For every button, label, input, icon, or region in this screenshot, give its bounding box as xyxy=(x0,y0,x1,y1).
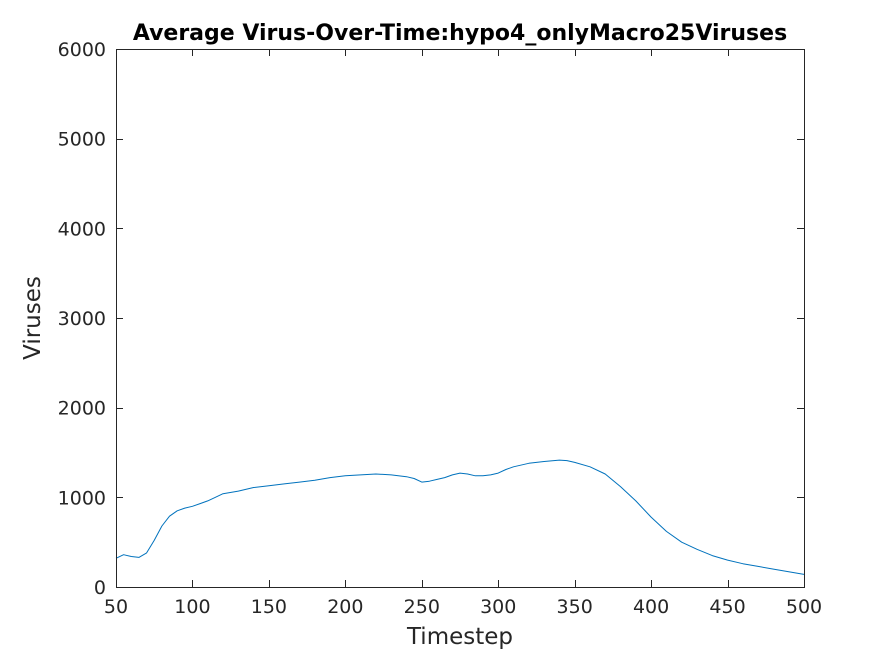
y-axis-label: Viruses xyxy=(20,276,46,360)
ticks-layer: 50 100 150 200 250 300 350 400 450 50001000200030… xyxy=(58,39,822,618)
y-tick-label: 3000 xyxy=(58,308,106,330)
y-tick-label: 2000 xyxy=(58,398,106,420)
x-tick-label: 100 xyxy=(174,596,210,618)
x-tick-label: 150 xyxy=(251,596,287,618)
y-tick-label: 1000 xyxy=(58,487,106,509)
x-tick-label: 50 xyxy=(104,596,128,618)
series-line xyxy=(115,459,805,575)
x-tick-label: 400 xyxy=(633,596,669,618)
y-tick-label: 5000 xyxy=(58,129,106,151)
axes-box xyxy=(116,49,805,588)
x-axis-label: Timestep xyxy=(406,624,513,650)
x-tick-label: 350 xyxy=(557,596,593,618)
series-layer xyxy=(115,459,805,575)
y-tick-label: 0 xyxy=(94,577,106,599)
x-tick-label: 450 xyxy=(709,596,745,618)
x-tick-label: 250 xyxy=(404,596,440,618)
y-tick-label: 6000 xyxy=(58,39,106,61)
y-tick-label: 4000 xyxy=(58,218,106,240)
x-tick-label: 300 xyxy=(480,596,516,618)
chart-title: Average Virus-Over-Time:hypo4_onlyMacro2… xyxy=(133,21,787,46)
x-tick-label: 200 xyxy=(327,596,363,618)
x-tick-label: 500 xyxy=(786,596,822,618)
plot-area xyxy=(116,49,804,587)
